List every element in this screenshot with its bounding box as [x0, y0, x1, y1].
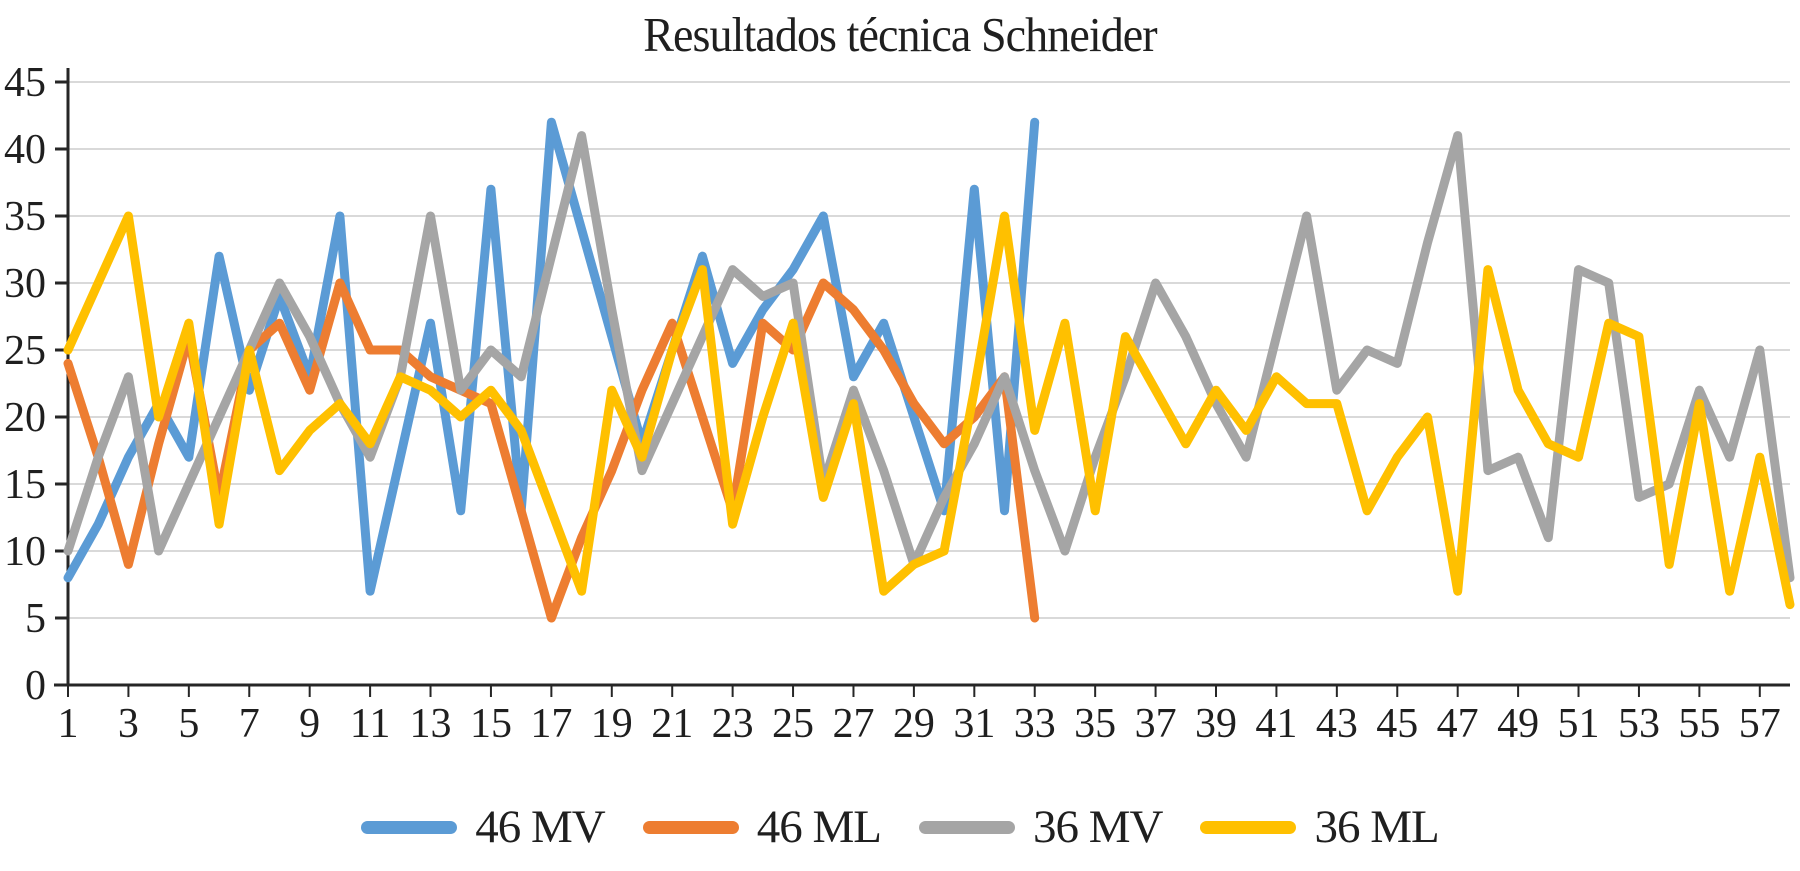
x-tick-label: 39	[1195, 701, 1237, 747]
x-tick-label: 23	[712, 701, 754, 747]
y-tick-label: 10	[4, 529, 46, 575]
x-tick-label: 43	[1316, 701, 1358, 747]
chart-legend: 46 MV 46 ML 36 MV 36 ML	[0, 792, 1800, 862]
legend-marker-46ml-icon	[642, 820, 739, 834]
y-tick-label: 35	[4, 194, 46, 240]
x-tick-label: 37	[1135, 701, 1177, 747]
x-tick-label: 57	[1739, 701, 1781, 747]
x-tick-label: 35	[1074, 701, 1116, 747]
y-tick-label: 30	[4, 261, 46, 307]
x-tick-label: 45	[1376, 701, 1418, 747]
x-tick-label: 7	[239, 701, 260, 747]
legend-marker-46mv-icon	[361, 820, 458, 834]
x-tick-label: 5	[178, 701, 199, 747]
x-tick-label: 31	[953, 701, 995, 747]
series-line-36-ml	[63, 211, 1795, 610]
y-tick-label: 20	[4, 395, 46, 441]
x-tick-label: 15	[470, 701, 512, 747]
x-tick-label: 25	[772, 701, 814, 747]
x-tick-label: 19	[591, 701, 633, 747]
legend-label-46mv: 46 MV	[475, 801, 605, 853]
legend-marker-36mv-icon	[919, 820, 1015, 834]
legend-label-36ml: 36 ML	[1314, 801, 1439, 853]
x-tick-label: 47	[1437, 701, 1479, 747]
chart-title: Resultados técnica Schneider	[643, 7, 1157, 62]
legend-label-36mv: 36 MV	[1033, 801, 1163, 853]
x-tick-label: 21	[651, 701, 693, 747]
legend-item-36mv: 36 MV	[919, 800, 1163, 854]
legend-item-46mv: 46 MV	[361, 800, 606, 854]
x-tick-label: 9	[299, 701, 320, 747]
series-line-36-mv	[63, 131, 1795, 583]
x-tick-label: 41	[1255, 701, 1297, 747]
x-tick-label: 55	[1678, 701, 1720, 747]
legend-item-36ml: 36 ML	[1200, 800, 1440, 854]
x-tick-label: 29	[893, 701, 935, 747]
y-tick-label: 15	[4, 462, 46, 508]
x-tick-label: 17	[530, 701, 572, 747]
legend-item-46ml: 46 ML	[642, 800, 882, 854]
y-tick-label: 45	[4, 60, 46, 106]
x-tick-label: 11	[350, 701, 390, 747]
x-tick-label: 53	[1618, 701, 1660, 747]
x-tick-label: 13	[410, 701, 452, 747]
legend-marker-36ml-icon	[1200, 820, 1297, 834]
x-tick-label: 3	[118, 701, 139, 747]
x-tick-label: 49	[1497, 701, 1539, 747]
y-tick-label: 40	[4, 127, 46, 173]
y-tick-label: 5	[25, 596, 46, 642]
y-tick-label: 25	[4, 328, 46, 374]
x-tick-label: 33	[1014, 701, 1056, 747]
x-tick-label: 1	[58, 701, 79, 747]
x-tick-label: 51	[1558, 701, 1600, 747]
y-tick-label: 0	[25, 663, 46, 709]
legend-label-46ml: 46 ML	[756, 801, 882, 853]
x-tick-label: 27	[832, 701, 874, 747]
